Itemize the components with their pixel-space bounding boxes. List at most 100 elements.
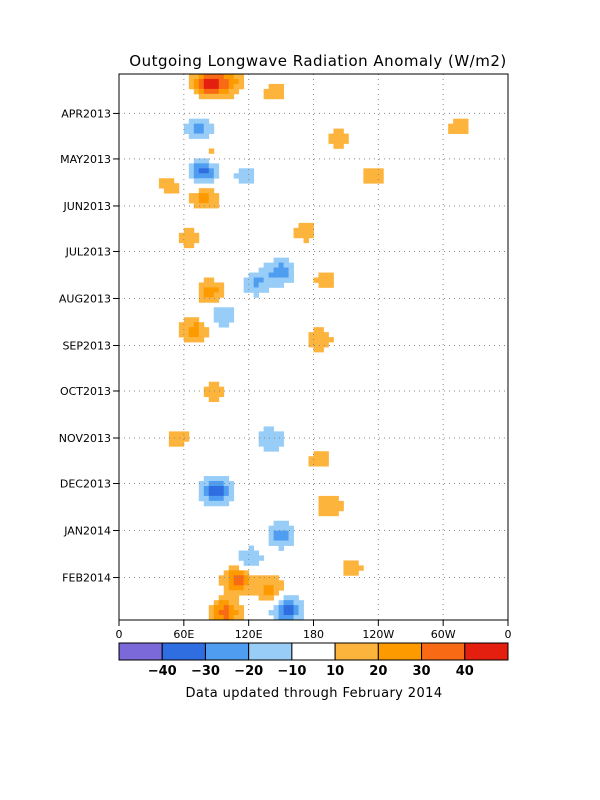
- anomaly-cell: [243, 173, 250, 179]
- anomaly-cell: [283, 277, 289, 283]
- anomaly-cell: [313, 456, 319, 462]
- anomaly-cell: [273, 277, 279, 283]
- anomaly-cell: [318, 342, 324, 348]
- anomaly-cell: [158, 183, 165, 189]
- anomaly-cell: [243, 178, 250, 184]
- anomaly-cell: [283, 272, 289, 278]
- anomaly-cell: [208, 287, 215, 293]
- anomaly-cell: [313, 337, 319, 343]
- anomaly-cell: [318, 347, 324, 353]
- anomaly-cell: [223, 481, 230, 487]
- anomaly-cell: [168, 431, 175, 437]
- anomaly-cell: [198, 287, 205, 293]
- anomaly-cell: [218, 282, 225, 288]
- anomaly-cell: [238, 570, 245, 576]
- anomaly-cell: [263, 277, 270, 283]
- anomaly-cell: [328, 505, 334, 512]
- colorbar-labels: −40 −30 −20 −10 10 20 30 40: [148, 664, 474, 679]
- anomaly-cell: [208, 495, 215, 502]
- anomaly-cell: [258, 441, 265, 447]
- anomaly-cell: [273, 580, 279, 586]
- anomaly-cell: [343, 133, 349, 139]
- anomaly-cell: [378, 178, 384, 184]
- anomaly-cell: [223, 93, 230, 100]
- anomaly-cell: [338, 138, 344, 144]
- y-tick-label: AUG2013: [59, 292, 111, 305]
- anomaly-cell: [203, 88, 210, 95]
- anomaly-cell: [258, 282, 265, 288]
- anomaly-cell: [198, 173, 205, 179]
- anomaly-cell: [213, 495, 220, 502]
- anomaly-cell: [263, 88, 270, 95]
- anomaly-cell: [268, 262, 275, 268]
- anomaly-cell: [213, 287, 220, 293]
- anomaly-cell: [228, 615, 235, 620]
- anomaly-cell: [198, 88, 205, 95]
- anomaly-cell: [208, 292, 215, 298]
- anomaly-cell: [293, 600, 299, 606]
- anomaly-cell: [283, 267, 289, 273]
- anomaly-cell: [243, 590, 250, 596]
- anomaly-cell: [228, 580, 235, 586]
- x-tick-label: 180: [303, 628, 324, 641]
- anomaly-cell: [218, 580, 225, 586]
- anomaly-cell: [328, 133, 334, 139]
- anomaly-cell: [283, 540, 289, 546]
- anomaly-cell: [198, 128, 205, 134]
- anomaly-cell: [198, 282, 205, 288]
- anomaly-cell: [273, 282, 279, 288]
- anomaly-cell: [208, 188, 215, 194]
- anomaly-cell: [178, 232, 185, 239]
- anomaly-cell: [198, 322, 205, 328]
- anomaly-cell: [178, 431, 185, 437]
- anomaly-cell: [313, 277, 319, 283]
- anomaly-cell: [203, 485, 210, 492]
- anomaly-cell: [323, 495, 329, 502]
- anomaly-cell: [298, 600, 304, 606]
- anomaly-cell: [193, 128, 200, 134]
- anomaly-cell: [228, 565, 235, 571]
- anomaly-cell: [288, 540, 294, 546]
- anomaly-cell: [353, 570, 359, 576]
- anomaly-cell: [193, 193, 200, 199]
- anomaly-cell: [318, 272, 324, 278]
- anomaly-cell: [278, 585, 284, 591]
- anomaly-cell: [323, 500, 329, 507]
- anomaly-cell: [223, 476, 230, 482]
- anomaly-cell: [323, 461, 329, 467]
- anomaly-cell: [448, 123, 454, 129]
- anomaly-cell: [233, 610, 240, 616]
- anomaly-cell: [223, 500, 230, 507]
- anomaly-cell: [278, 282, 284, 288]
- anomaly-cell: [213, 500, 220, 507]
- anomaly-cell: [458, 128, 464, 134]
- anomaly-cell: [198, 93, 205, 100]
- anomaly-cell: [343, 138, 349, 144]
- anomaly-cell: [268, 83, 275, 90]
- anomaly-cell: [268, 585, 275, 591]
- anomaly-cell: [273, 520, 279, 527]
- anomaly-cell: [218, 485, 225, 492]
- anomaly-cell: [203, 168, 210, 174]
- anomaly-cell: [263, 590, 270, 596]
- y-tick-label: OCT2013: [60, 385, 111, 398]
- anomaly-cell: [208, 277, 215, 283]
- anomaly-cell: [278, 600, 284, 606]
- anomaly-cell: [273, 446, 279, 452]
- anomaly-cell: [188, 123, 195, 129]
- anomaly-cell: [268, 431, 275, 437]
- anomaly-cell: [228, 490, 235, 497]
- anomaly-cell: [253, 555, 260, 561]
- anomaly-cell: [228, 495, 235, 502]
- anomaly-cell: [168, 183, 175, 189]
- anomaly-cell: [243, 570, 250, 576]
- anomaly-cell: [193, 337, 200, 343]
- anomaly-cell: [268, 282, 275, 288]
- anomaly-cell: [193, 178, 200, 184]
- anomaly-cell: [273, 585, 279, 591]
- anomaly-cell: [263, 262, 270, 268]
- anomaly-cell: [288, 610, 294, 616]
- colorbar-swatch: [464, 642, 509, 661]
- anomaly-cell: [238, 178, 245, 184]
- anomaly-cell: [188, 317, 195, 323]
